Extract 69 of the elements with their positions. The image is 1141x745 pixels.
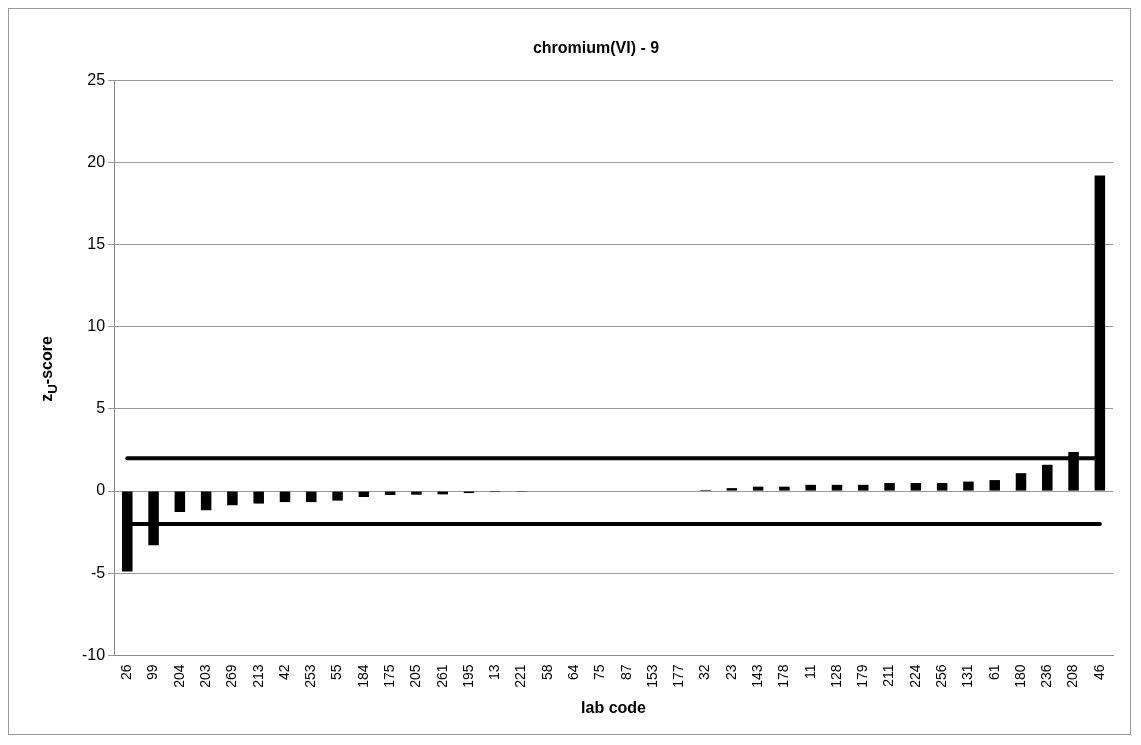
x-tick-label: 204 bbox=[170, 664, 187, 688]
bar bbox=[910, 483, 922, 491]
x-tick-label: 256 bbox=[933, 664, 949, 688]
bar bbox=[1042, 464, 1053, 491]
x-tick-label: 153 bbox=[643, 664, 660, 688]
x-tick-label: 42 bbox=[275, 664, 292, 681]
bar bbox=[805, 484, 816, 491]
bar bbox=[253, 491, 264, 504]
y-tick-label: -5 bbox=[90, 563, 106, 581]
x-tick-label: 131 bbox=[959, 664, 976, 688]
x-tick-label: 177 bbox=[670, 664, 687, 688]
bar bbox=[779, 486, 790, 491]
x-tick-label: 261 bbox=[433, 664, 450, 688]
x-tick-label: 143 bbox=[749, 664, 765, 688]
y-tick-label: 20 bbox=[87, 152, 106, 170]
bar bbox=[884, 483, 895, 491]
y-tick-label: 5 bbox=[96, 399, 106, 417]
chart-title: chromium(VI) - 9 bbox=[532, 39, 660, 57]
y-tick-label: -10 bbox=[82, 645, 106, 663]
bar bbox=[858, 484, 869, 491]
x-tick-label: 99 bbox=[144, 664, 161, 681]
y-tick-label: 0 bbox=[96, 481, 106, 499]
bar bbox=[332, 491, 343, 501]
x-tick-label: 195 bbox=[459, 664, 476, 688]
x-tick-label: 23 bbox=[722, 664, 739, 681]
x-tick-label: 184 bbox=[354, 664, 371, 688]
bar bbox=[174, 491, 186, 513]
x-tick-label: 175 bbox=[380, 664, 397, 688]
y-tick-label: 10 bbox=[87, 317, 106, 335]
x-tick-label: 46 bbox=[1090, 664, 1107, 681]
y-tick-label: 25 bbox=[87, 70, 106, 88]
x-tick-label: 179 bbox=[854, 664, 871, 688]
x-tick-label: 269 bbox=[223, 664, 240, 688]
x-tick-label: 221 bbox=[512, 664, 529, 688]
x-tick-label: 253 bbox=[302, 664, 319, 688]
x-tick-label: 87 bbox=[617, 664, 634, 681]
bar bbox=[963, 481, 974, 491]
x-tick-label: 75 bbox=[591, 664, 608, 681]
x-tick-label: 178 bbox=[775, 664, 792, 688]
bar bbox=[726, 488, 738, 491]
bar bbox=[752, 486, 764, 491]
x-tick-label: 11 bbox=[801, 664, 818, 679]
bar bbox=[989, 480, 1000, 491]
bar bbox=[279, 491, 291, 503]
x-tick-label: 58 bbox=[538, 664, 555, 681]
x-tick-label: 208 bbox=[1064, 664, 1081, 688]
x-tick-label: 32 bbox=[696, 664, 713, 681]
x-tick-label: 203 bbox=[196, 664, 213, 688]
x-tick-label: 61 bbox=[985, 664, 1002, 681]
x-axis-title: lab code bbox=[581, 698, 647, 716]
bar bbox=[936, 483, 948, 491]
y-tick-label: 15 bbox=[87, 234, 106, 252]
x-tick-label: 128 bbox=[827, 664, 844, 688]
x-tick-label: 26 bbox=[118, 664, 135, 681]
bar bbox=[1015, 473, 1027, 491]
x-tick-label: 213 bbox=[249, 664, 266, 688]
x-tick-label: 55 bbox=[328, 664, 345, 681]
x-tick-label: 224 bbox=[906, 664, 923, 688]
x-tick-label: 13 bbox=[486, 664, 503, 681]
x-tick-label: 64 bbox=[564, 664, 581, 681]
x-tick-label: 236 bbox=[1038, 664, 1055, 688]
bar bbox=[306, 491, 317, 503]
bar bbox=[411, 491, 422, 495]
x-tick-label: 205 bbox=[407, 664, 424, 688]
x-tick-label: 180 bbox=[1011, 664, 1028, 688]
bar bbox=[227, 491, 238, 506]
bar bbox=[200, 491, 212, 511]
bar bbox=[831, 484, 843, 491]
x-tick-label: 211 bbox=[880, 664, 897, 687]
